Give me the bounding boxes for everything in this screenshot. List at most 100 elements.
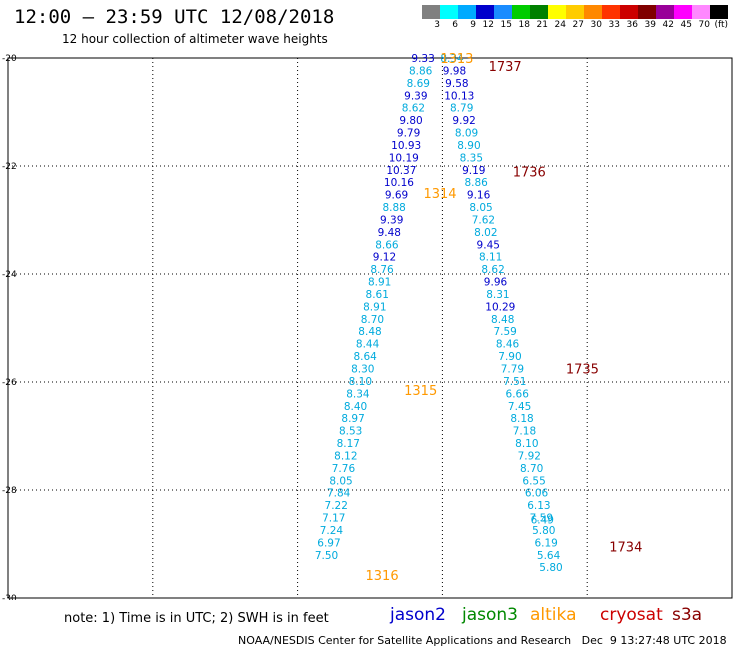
pass-label: 1314 (423, 187, 456, 202)
wave-height-label: 9.58 (445, 78, 468, 90)
colorbar-swatch (638, 5, 656, 19)
wave-height-label: 9.39 (404, 90, 427, 102)
wave-height-label: 8.66 (375, 239, 399, 251)
colorbar-label: 45 (680, 20, 692, 30)
wave-height-label: 7.90 (498, 351, 521, 363)
colorbar-swatch (476, 5, 494, 19)
wave-height-label: 8.86 (464, 177, 488, 189)
colorbar-swatch (584, 5, 602, 19)
wave-height-label: 8.34 (346, 388, 370, 400)
wave-height-label: 8.35 (460, 152, 483, 164)
colorbar-label: 27 (572, 20, 584, 30)
colorbar-swatch (692, 5, 710, 19)
wave-height-label: 8.40 (344, 401, 367, 413)
wave-height-label: 9.48 (378, 227, 401, 239)
wave-height-label: 8.10 (515, 438, 538, 450)
footer-note: note: 1) Time is in UTC; 2) SWH is in fe… (64, 611, 329, 626)
wave-height-label: 6.55 (522, 475, 545, 487)
colorbar-label: 12 (482, 20, 494, 30)
wave-height-label: 10.37 (386, 165, 416, 177)
wave-height-label: 9.16 (467, 190, 491, 202)
wave-height-label: 8.79 (450, 103, 473, 115)
colorbar-swatch (548, 5, 566, 19)
y-tick-label: -24 (2, 270, 17, 280)
wave-height-label: 8.44 (356, 339, 380, 351)
wave-height-label: 7.92 (518, 450, 541, 462)
wave-height-label: 8.12 (334, 450, 357, 462)
wave-height-label: 9.12 (373, 252, 396, 264)
colorbar-label: 18 (518, 20, 530, 30)
plot-frame (7, 57, 733, 599)
colorbar-swatch (656, 5, 674, 19)
wave-height-label: 8.02 (474, 227, 497, 239)
wave-height-label: 8.09 (455, 128, 478, 140)
wave-height-label: 7.22 (325, 500, 348, 512)
colorbar-label: 36 (626, 20, 638, 30)
wave-height-label: 8.17 (337, 438, 360, 450)
legend-cryosat: cryosat (600, 605, 663, 625)
wave-height-label: 8.18 (510, 413, 533, 425)
pass-label: 1315 (404, 384, 437, 399)
legend-altika: altika (530, 605, 577, 625)
wave-height-label: 9.98 (443, 65, 466, 77)
wave-height-label: 7.45 (508, 401, 531, 413)
wave-height-label: 6.97 (317, 537, 340, 549)
color-legend: 3 6 9 12 15 18 21 24 27 30 33 36 39 42 45 70 (ft) (422, 5, 728, 31)
wave-height-label: 8.70 (520, 463, 543, 475)
legend-jason2: jason2 (390, 605, 446, 625)
wave-height-label: 7.62 (472, 214, 495, 226)
y-tick-label: -30 (2, 594, 17, 600)
wave-height-label: 8.91 (368, 277, 391, 289)
colorbar-swatch (440, 5, 458, 19)
wave-height-label: 9.45 (477, 239, 500, 251)
colorbar-label: 24 (554, 20, 566, 30)
colorbar-swatch (530, 5, 548, 19)
wave-height-label: 6.13 (527, 500, 550, 512)
colorbar-swatch (620, 5, 638, 19)
wave-height-label: 8.11 (479, 252, 502, 264)
colorbar-label: (ft) (714, 20, 728, 30)
wave-height-label: 7.79 (501, 364, 524, 376)
wave-height-label: 8.30 (351, 364, 374, 376)
colorbar-swatch (422, 5, 440, 19)
wave-height-label: 5.64 (537, 550, 561, 562)
pass-label: 1316 (366, 569, 399, 584)
wave-height-label: 9.79 (397, 128, 420, 140)
wave-height-label: 9.96 (484, 277, 508, 289)
colorbar-label: 3 (434, 20, 440, 30)
wave-height-label: 8.48 (491, 314, 514, 326)
wave-height-label: 7.51 (503, 376, 526, 388)
footer-credit: NOAA/NESDIS Center for Satellite Applica… (238, 634, 727, 647)
wave-height-label: 8.64 (353, 351, 377, 363)
pass-label: 1736 (513, 165, 546, 180)
altimeter-chart: 606366697275-20-22-24-26-28-309.338.868.… (2, 52, 733, 600)
wave-height-label: 9.69 (385, 190, 408, 202)
wave-height-label: 9.33 (411, 53, 434, 65)
colorbar-swatch (458, 5, 476, 19)
wave-height-label: 8.61 (366, 289, 389, 301)
wave-height-label: 10.16 (384, 177, 414, 189)
colorbar-swatch (674, 5, 692, 19)
wave-height-label: 9.92 (452, 115, 475, 127)
wave-height-label: 10.13 (444, 90, 474, 102)
y-tick-label: -20 (2, 54, 17, 64)
wave-height-label: 6.19 (534, 537, 557, 549)
wave-height-label: 8.70 (361, 314, 384, 326)
wave-height-label: 7.50 (315, 550, 338, 562)
colorbar-swatch (602, 5, 620, 19)
wave-height-label: 9.80 (399, 115, 422, 127)
legend-jason3: jason3 (462, 605, 518, 625)
wave-height-label: 8.76 (370, 264, 394, 276)
wave-height-label: 7.24 (320, 525, 344, 537)
colorbar-swatch (566, 5, 584, 19)
wave-height-label: 7.17 (322, 513, 345, 525)
pass-label: 1313 (440, 52, 473, 67)
wave-height-label: 7.59 (493, 326, 516, 338)
chart-subtitle: 12 hour collection of altimeter wave hei… (62, 32, 328, 46)
wave-height-label: 10.29 (485, 301, 515, 313)
wave-height-label: 8.48 (358, 326, 381, 338)
wave-height-label: 8.05 (329, 475, 352, 487)
wave-height-label: 8.90 (457, 140, 480, 152)
wave-height-label: 5.80 (539, 562, 562, 574)
legend-s3a: s3a (672, 605, 703, 625)
